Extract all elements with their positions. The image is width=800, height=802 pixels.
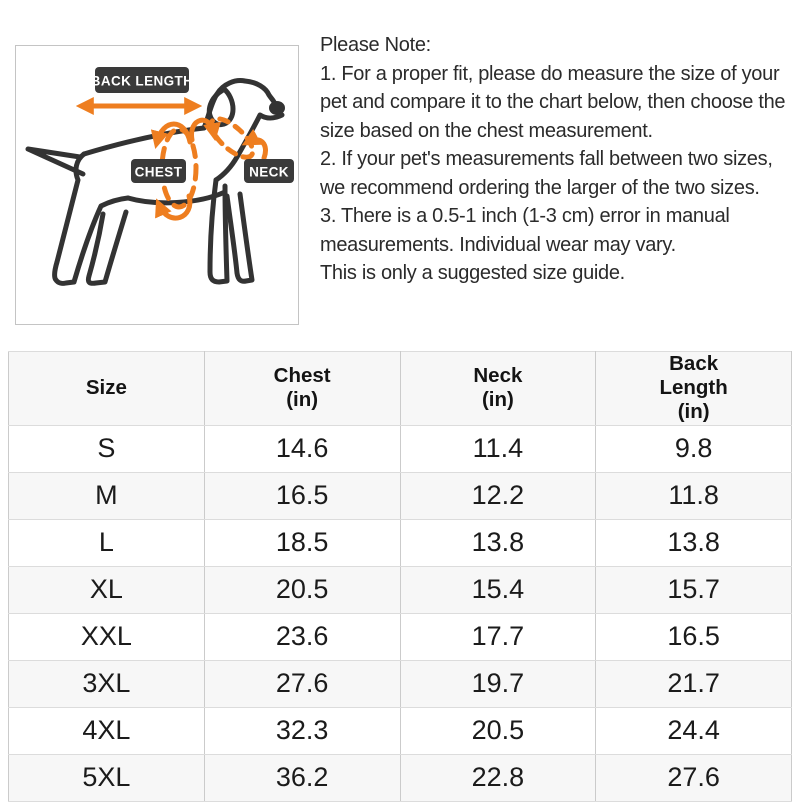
cell-chest: 36.2 [203, 753, 401, 802]
note-item-3: 3. There is a 0.5-1 inch (1-3 cm) error … [320, 205, 730, 256]
cell-size: 4XL [8, 706, 205, 755]
cell-back-length: 16.5 [595, 612, 792, 661]
cell-back-length: 11.8 [595, 471, 792, 520]
neck-arrow [241, 128, 268, 161]
note-item-1: 1. For a proper fit, please do measure t… [320, 62, 786, 142]
cell-neck: 19.7 [399, 659, 597, 708]
cell-chest: 23.6 [203, 612, 401, 661]
cell-size: XL [8, 565, 205, 614]
size-table-header: Size Chest (in) Neck (in) Back Length (i… [8, 351, 792, 426]
column-header-size: Size [8, 351, 205, 426]
dog-diagram-svg: BACK LENGTH CHEST NECK [25, 67, 294, 286]
cell-chest: 14.6 [203, 424, 401, 473]
cell-chest: 16.5 [203, 471, 401, 520]
cell-chest: 27.6 [203, 659, 401, 708]
neck-label-bg [244, 159, 294, 183]
cell-size: S [8, 424, 205, 473]
cell-back-length: 9.8 [595, 424, 792, 473]
cell-back-length: 13.8 [595, 518, 792, 567]
dog-hind-leg-far [85, 209, 129, 286]
size-table-body: S 14.6 11.4 9.8 M 16.5 12.2 11.8 L 18.5 … [8, 424, 792, 802]
cell-size: XXL [8, 612, 205, 661]
chest-bottom-arrow [155, 193, 193, 221]
notes-section: Please Note: 1. For a proper fit, please… [320, 31, 798, 288]
table-row-m: M 16.5 12.2 11.8 [8, 471, 792, 520]
dog-front-leg-near [207, 177, 230, 285]
back-length-label-text: BACK LENGTH [91, 74, 194, 89]
table-row-s: S 14.6 11.4 9.8 [8, 424, 792, 473]
chest-label-bg [131, 159, 186, 183]
cell-neck: 13.8 [399, 518, 597, 567]
cell-neck: 20.5 [399, 706, 597, 755]
dog-measurement-diagram: BACK LENGTH CHEST NECK [15, 45, 299, 325]
cell-size: 3XL [8, 659, 205, 708]
withers-arrow [189, 117, 221, 143]
cell-neck: 22.8 [399, 753, 597, 802]
notes-title: Please Note: [320, 34, 431, 56]
cell-size: M [8, 471, 205, 520]
chest-label: CHEST [131, 159, 186, 183]
dog-front-leg-far [224, 191, 255, 284]
cell-neck: 15.4 [399, 565, 597, 614]
column-header-chest: Chest (in) [203, 351, 401, 426]
chest-top-arrow [150, 121, 193, 149]
table-row-xxl: XXL 23.6 17.7 16.5 [8, 612, 792, 661]
note-item-4: This is only a suggested size guide. [320, 262, 625, 284]
back-length-label-bg [95, 67, 189, 93]
back-length-label: BACK LENGTH [91, 67, 194, 93]
cell-back-length: 24.4 [595, 706, 792, 755]
cell-size: L [8, 518, 205, 567]
cell-neck: 11.4 [399, 424, 597, 473]
cell-chest: 20.5 [203, 565, 401, 614]
column-header-neck: Neck (in) [399, 351, 597, 426]
column-header-back-length: Back Length (in) [595, 351, 792, 426]
neck-girth-dashed-ellipse [208, 116, 256, 160]
cell-back-length: 27.6 [595, 753, 792, 802]
dog-tail [25, 146, 86, 177]
cell-neck: 17.7 [399, 612, 597, 661]
cell-chest: 18.5 [203, 518, 401, 567]
dog-nose [269, 101, 285, 115]
header-row: Size Chest (in) Neck (in) Back Length (i… [8, 351, 792, 426]
cell-neck: 12.2 [399, 471, 597, 520]
cell-back-length: 21.7 [595, 659, 792, 708]
dog-hind-leg-near [52, 151, 131, 286]
table-row-xl: XL 20.5 15.4 15.7 [8, 565, 792, 614]
cell-chest: 32.3 [203, 706, 401, 755]
dog-belly-outline [125, 189, 228, 206]
chest-label-text: CHEST [135, 165, 183, 180]
table-row-4xl: 4XL 32.3 20.5 24.4 [8, 706, 792, 755]
table-row-3xl: 3XL 27.6 19.7 21.7 [8, 659, 792, 708]
neck-label-text: NECK [249, 165, 289, 180]
cell-size: 5XL [8, 753, 205, 802]
table-row-5xl: 5XL 36.2 22.8 27.6 [8, 753, 792, 802]
cell-back-length: 15.7 [595, 565, 792, 614]
size-chart-table: Size Chest (in) Neck (in) Back Length (i… [8, 351, 792, 802]
note-item-2: 2. If your pet's measurements fall betwe… [320, 148, 773, 199]
neck-label: NECK [244, 159, 294, 183]
table-row-l: L 18.5 13.8 13.8 [8, 518, 792, 567]
